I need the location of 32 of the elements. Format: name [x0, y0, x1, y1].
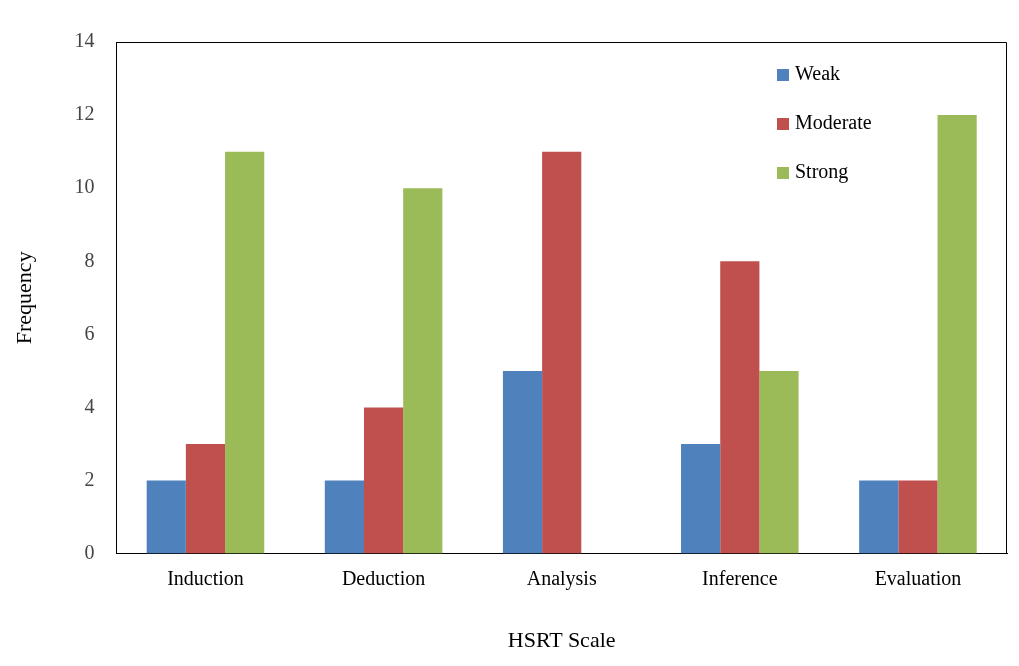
x-tick-label: Inference [702, 566, 778, 589]
bar [937, 115, 977, 554]
y-axis-title: Frequency [10, 251, 36, 345]
bar [681, 443, 721, 554]
y-tick-label: 0 [84, 540, 95, 563]
bar [225, 151, 265, 554]
y-tick-label: 6 [84, 321, 95, 344]
legend-label: Weak [795, 62, 841, 85]
bar [146, 480, 186, 554]
bar [324, 480, 364, 554]
bar [720, 261, 760, 554]
bar [502, 370, 543, 554]
y-tick-label: 8 [84, 248, 95, 271]
y-tick-label: 14 [74, 29, 95, 52]
y-tick-label: 10 [74, 175, 95, 198]
x-tick-label: Induction [167, 566, 244, 589]
legend-label: Moderate [795, 111, 872, 134]
bar [759, 370, 799, 554]
bar [185, 443, 226, 554]
bar [403, 188, 443, 554]
bar [898, 480, 938, 554]
bar [363, 407, 404, 554]
bar [859, 480, 899, 554]
y-tick-label: 4 [84, 394, 95, 417]
y-tick-label: 2 [84, 467, 95, 490]
y-tick-label: 12 [74, 102, 95, 125]
x-tick-label: Analysis [526, 566, 597, 590]
bar [542, 151, 582, 554]
x-axis-title: HSRT Scale [507, 626, 616, 652]
legend-label: Strong [795, 160, 849, 184]
x-tick-label: Deduction [341, 566, 426, 589]
x-tick-label: Evaluation [874, 566, 962, 589]
